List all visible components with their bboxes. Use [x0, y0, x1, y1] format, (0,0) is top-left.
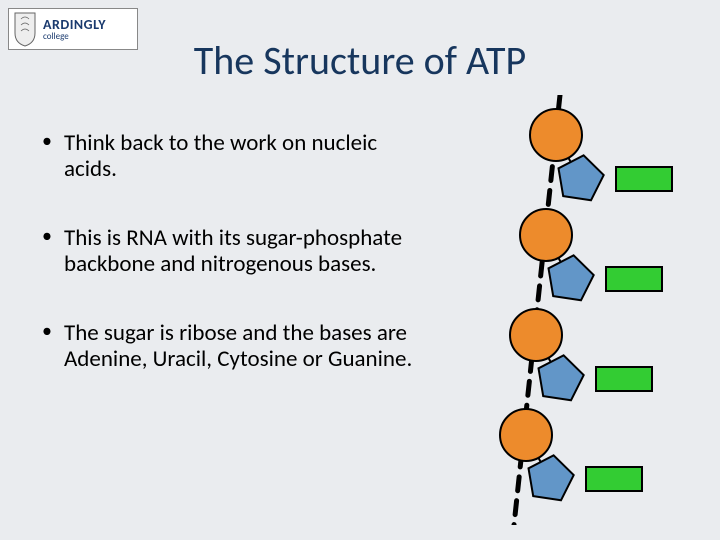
bullet-list: Think back to the work on nucleic acids.…: [40, 130, 420, 415]
slide-title: The Structure of ATP: [0, 36, 720, 85]
bullet-item: The sugar is ribose and the bases are Ad…: [40, 320, 420, 373]
bullet-item: Think back to the work on nucleic acids.: [40, 130, 420, 183]
rna-diagram: [460, 95, 700, 525]
bullet-item: This is RNA with its sugar-phosphate bac…: [40, 225, 420, 278]
logo-main: ARDINGLY: [43, 18, 106, 32]
